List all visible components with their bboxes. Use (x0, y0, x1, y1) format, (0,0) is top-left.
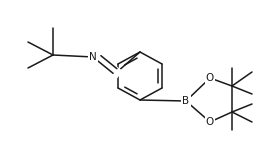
Text: B: B (182, 96, 190, 106)
Text: O: O (206, 117, 214, 127)
Text: N: N (89, 52, 97, 62)
Text: O: O (206, 73, 214, 83)
